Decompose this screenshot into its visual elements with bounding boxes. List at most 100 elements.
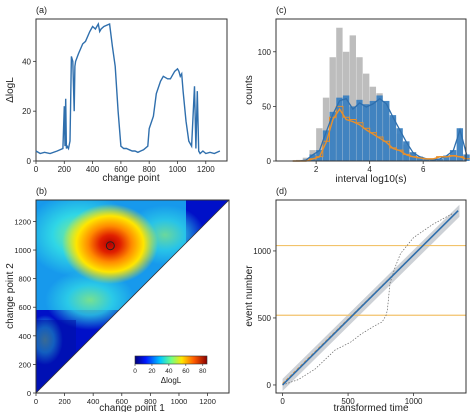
panel-b-x-tick-label: 1000 — [171, 397, 188, 406]
panel-c-frame — [275, 18, 467, 162]
panel-a-xlabel: change point — [102, 173, 159, 184]
panel-c-bars — [289, 27, 470, 162]
panel-a-frame — [35, 18, 228, 162]
panel-c-ylabel: counts — [244, 75, 255, 104]
panel-c-bar-blue — [342, 95, 350, 161]
panel-d: (d) 0 500 1000 0 500 1000 transformed time e… — [244, 186, 467, 412]
panel-b-x-tick-label: 600 — [116, 397, 129, 406]
panel-c-label: (c) — [276, 5, 287, 15]
panel-b-x-tick-label: 200 — [58, 397, 71, 406]
panel-d-x-tick-label: 500 — [341, 397, 355, 406]
panel-a-x-ticks: 0 200 400 600 800 1000 1200 — [34, 161, 215, 174]
panel-d-x-tick-label: 1000 — [405, 397, 423, 406]
panel-c-bar-blue — [329, 111, 336, 161]
panel-b-frame — [35, 199, 230, 394]
panel-d-ylabel: event number — [244, 265, 255, 327]
colorbar-tick-label: 40 — [165, 368, 173, 375]
panel-a-y-tick-label: 20 — [22, 107, 31, 116]
panel-a-y-tick-label: 40 — [22, 57, 31, 66]
panel-c-bar-blue — [423, 158, 430, 161]
colorbar-tick-label: 60 — [182, 368, 190, 375]
panel-a-label: (a) — [36, 5, 47, 15]
panel-a-x-tick-label: 800 — [143, 165, 157, 174]
panel-a-x-tick-label: 400 — [86, 165, 100, 174]
colorbar — [134, 355, 208, 365]
panel-d-y-tick-label: 500 — [258, 314, 272, 323]
panel-c-bar-blue — [463, 154, 470, 161]
panel-b-x-tick-label: 800 — [144, 397, 157, 406]
panel-a-series-line — [35, 22, 221, 155]
panel-c-x-tick-label: 2 — [314, 165, 319, 174]
panel-c-bar-blue — [389, 115, 397, 161]
panel-d-blue-line — [281, 210, 459, 386]
heatmap-peak-marker — [105, 241, 115, 251]
panel-d-content — [276, 204, 466, 391]
panel-d-frame — [275, 199, 467, 394]
panel-d-y-tick-label: 0 — [267, 381, 272, 390]
colorbar-label: ΔlogL — [161, 376, 182, 385]
panel-c-bar-blue — [376, 95, 383, 161]
panel-c-y-tick-label: 50 — [262, 102, 271, 111]
panel-a-ylabel: ΔlogL — [5, 77, 16, 103]
colorbar-tick-label: 0 — [133, 368, 137, 375]
panel-b-y-tick-label: 1200 — [14, 217, 31, 226]
panel-b-x-tick-label: 400 — [87, 397, 100, 406]
panel-c-x-ticks: 2 4 6 — [314, 161, 426, 174]
panel-c-bar-blue — [369, 100, 377, 161]
panel-a-y-tick-label: 0 — [27, 157, 32, 166]
panel-c-bar-blue — [443, 155, 450, 161]
panel-b-x-tick-label: 0 — [34, 397, 38, 406]
panel-b-xlabel: change point 1 — [99, 403, 165, 412]
panel-c-bar-gray — [329, 57, 336, 161]
panel-d-xlabel: transformed time — [333, 403, 408, 412]
panel-b-y-tick-label: 0 — [27, 389, 31, 398]
panel-c-y-tick-label: 0 — [267, 157, 272, 166]
panel-c-bar-blue — [349, 106, 356, 161]
panel-c-bar-gray — [336, 27, 343, 161]
panel-c-bar-blue — [362, 104, 370, 161]
panel-c-bar-blue — [383, 100, 390, 161]
colorbar-tick-label: 80 — [199, 368, 207, 375]
panel-c-xlabel: interval log10(s) — [335, 174, 406, 185]
colorbar-tick-label: 20 — [148, 368, 156, 375]
panel-d-x-tick-label: 0 — [280, 397, 285, 406]
panel-c-bar-blue — [356, 99, 363, 161]
panel-c-bar-blue — [396, 128, 403, 161]
panel-a-x-tick-label: 0 — [34, 165, 39, 174]
panel-b-y-tick-label: 800 — [18, 275, 31, 284]
panel-d-y-tick-label: 1000 — [253, 247, 271, 256]
panel-c-y-tick-label: 100 — [258, 48, 272, 57]
panel-c: (c) 2 4 6 0 50 100 interval log10(s) counts — [244, 5, 470, 185]
panel-b-ylabel: change point 2 — [5, 263, 16, 329]
panel-c-bar-blue — [309, 154, 316, 161]
panel-b-y-tick-label: 200 — [18, 360, 31, 369]
panel-d-x-ticks: 0 500 1000 — [280, 393, 423, 406]
panel-b-label: (b) — [36, 186, 47, 196]
panel-c-bar-blue — [322, 130, 330, 161]
panel-c-bar-gray — [322, 97, 330, 161]
panel-a: (a) 0 200 400 600 800 1000 1200 0 20 40 change p… — [5, 5, 228, 184]
panel-d-y-ticks: 0 500 1000 — [253, 247, 276, 390]
panel-c-bar-blue — [336, 97, 343, 161]
panel-c-y-ticks: 0 50 100 — [258, 48, 276, 166]
panel-d-label: (d) — [276, 186, 287, 196]
panel-a-x-tick-label: 1000 — [169, 165, 187, 174]
heatmap-diagonal — [35, 199, 230, 394]
panel-b: (b) — [5, 186, 230, 412]
panel-a-y-ticks: 0 20 40 — [22, 57, 36, 166]
panel-c-bar-blue — [403, 141, 410, 161]
panel-c-x-tick-label: 4 — [367, 165, 372, 174]
panel-b-y-tick-label: 400 — [18, 332, 31, 341]
panel-c-bar-gray — [316, 128, 323, 161]
panel-b-x-tick-label: 1200 — [199, 397, 216, 406]
panel-a-x-tick-label: 1200 — [197, 165, 215, 174]
panel-a-x-tick-label: 600 — [114, 165, 128, 174]
panel-a-x-tick-label: 200 — [58, 165, 72, 174]
panel-c-x-tick-label: 6 — [421, 165, 426, 174]
colorbar-ticks: 0 20 40 60 80 — [133, 364, 207, 375]
panel-b-y-ticks: 0 200 400 600 800 1000 1200 — [14, 217, 36, 398]
panel-b-y-tick-label: 1000 — [14, 246, 31, 255]
panel-c-orange-curve — [292, 107, 467, 162]
panel-c-orange-steps — [289, 105, 470, 162]
